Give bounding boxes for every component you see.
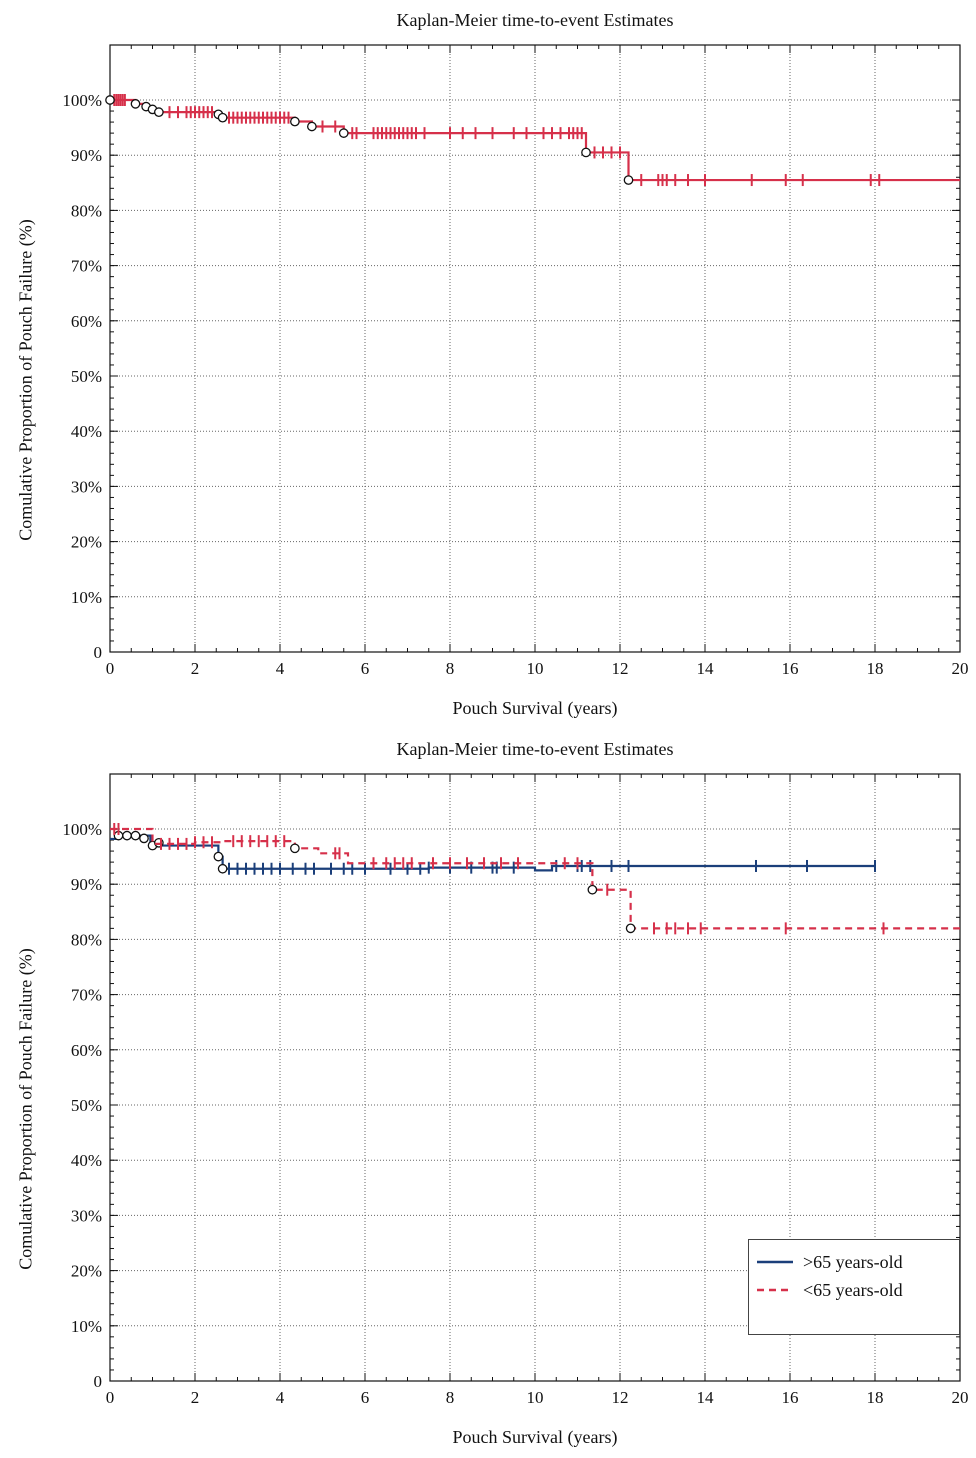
event-point <box>581 147 591 158</box>
x-tick-label: 12 <box>612 1388 629 1407</box>
event-point <box>338 128 349 138</box>
y-tick-label: 0 <box>94 1372 103 1391</box>
event-point <box>217 863 228 874</box>
event-point <box>105 95 115 105</box>
grid <box>110 774 960 1381</box>
x-tick-label: 18 <box>867 1388 884 1407</box>
y-tick-label: 90% <box>71 875 102 894</box>
event-point <box>290 843 300 854</box>
x-tick-label: 10 <box>527 1388 544 1407</box>
x-tick-label: 12 <box>612 659 629 678</box>
x-tick-label: 8 <box>446 659 455 678</box>
y-tick-label: 60% <box>71 1041 102 1060</box>
y-tick-label: 60% <box>71 312 102 331</box>
legend: >65 years-old <65 years-old <box>748 1239 960 1335</box>
chart-top: Kaplan-Meier time-to-event Estimates Com… <box>16 10 969 718</box>
x-tick-label: 20 <box>952 1388 969 1407</box>
x-tick-label: 2 <box>191 659 200 678</box>
y-tick-label: 50% <box>71 367 102 386</box>
x-axis-label: Pouch Survival (years) <box>452 698 618 718</box>
event-point <box>130 830 141 841</box>
x-tick-label: 14 <box>697 659 715 678</box>
x-tick-label: 0 <box>106 659 115 678</box>
y-tick-label: 90% <box>71 146 102 165</box>
y-tick-label: 70% <box>71 986 102 1005</box>
x-tick-label: 2 <box>191 1388 200 1407</box>
legend-swatch <box>757 1288 793 1292</box>
y-tick-label: 100% <box>62 820 102 839</box>
event-point <box>625 923 636 934</box>
legend-swatch <box>757 1260 793 1264</box>
series-0 <box>105 94 960 187</box>
grid <box>110 45 960 652</box>
event-point <box>217 112 228 123</box>
event-point <box>213 851 224 862</box>
legend-item-under-65: <65 years-old <box>757 1277 903 1303</box>
series-0 <box>110 830 876 875</box>
x-tick-label: 4 <box>276 1388 285 1407</box>
y-tick-label: 30% <box>71 1206 102 1225</box>
y-tick-label: 40% <box>71 422 102 441</box>
survival-curve <box>110 827 960 930</box>
y-tick-label: 80% <box>71 930 102 949</box>
event-point <box>139 833 149 844</box>
y-tick-label: 40% <box>71 1151 102 1170</box>
event-point <box>623 175 634 185</box>
event-point <box>130 99 141 109</box>
event-point <box>154 107 164 117</box>
x-tick-label: 10 <box>527 659 544 678</box>
y-tick-label: 50% <box>71 1096 102 1115</box>
x-tick-label: 14 <box>697 1388 715 1407</box>
event-point <box>587 884 598 895</box>
y-tick-label: 20% <box>71 1262 102 1281</box>
series-1 <box>110 823 960 935</box>
y-tick-label: 10% <box>71 1317 102 1336</box>
event-point <box>290 116 300 127</box>
x-axis-label: Pouch Survival (years) <box>452 1427 618 1447</box>
x-tick-label: 18 <box>867 659 884 678</box>
x-tick-label: 8 <box>446 1388 455 1407</box>
x-tick-label: 4 <box>276 659 285 678</box>
y-tick-label: 100% <box>62 91 102 110</box>
y-tick-label: 20% <box>71 533 102 552</box>
x-tick-label: 20 <box>952 659 969 678</box>
x-tick-label: 16 <box>782 659 799 678</box>
y-tick-label: 10% <box>71 588 102 607</box>
x-tick-label: 6 <box>361 1388 370 1407</box>
x-tick-label: 16 <box>782 1388 799 1407</box>
chart-title: Kaplan-Meier time-to-event Estimates <box>396 10 674 30</box>
legend-label: <65 years-old <box>803 1279 903 1300</box>
legend-item-over-65: >65 years-old <box>757 1249 903 1275</box>
event-point <box>122 830 132 841</box>
x-tick-label: 6 <box>361 659 370 678</box>
event-point <box>307 121 317 132</box>
legend-label: >65 years-old <box>803 1251 903 1272</box>
y-tick-label: 80% <box>71 201 102 220</box>
y-tick-label: 0 <box>94 643 103 662</box>
chart-title: Kaplan-Meier time-to-event Estimates <box>396 739 674 759</box>
plot-area: 0 2 4 6 8 10 12 14 16 18 20 0 10% 20% 30% 40% 50% 60% 70% 8… <box>62 773 969 1407</box>
y-tick-label: 30% <box>71 477 102 496</box>
chart-bottom: Kaplan-Meier time-to-event Estimates Com… <box>0 729 976 1458</box>
plot-area: 0 2 4 6 8 10 12 14 16 18 20 0 10% 20% 30% 40% 50% 60% 70% 8… <box>62 44 969 678</box>
x-tick-label: 0 <box>106 1388 115 1407</box>
y-tick-label: 70% <box>71 257 102 276</box>
